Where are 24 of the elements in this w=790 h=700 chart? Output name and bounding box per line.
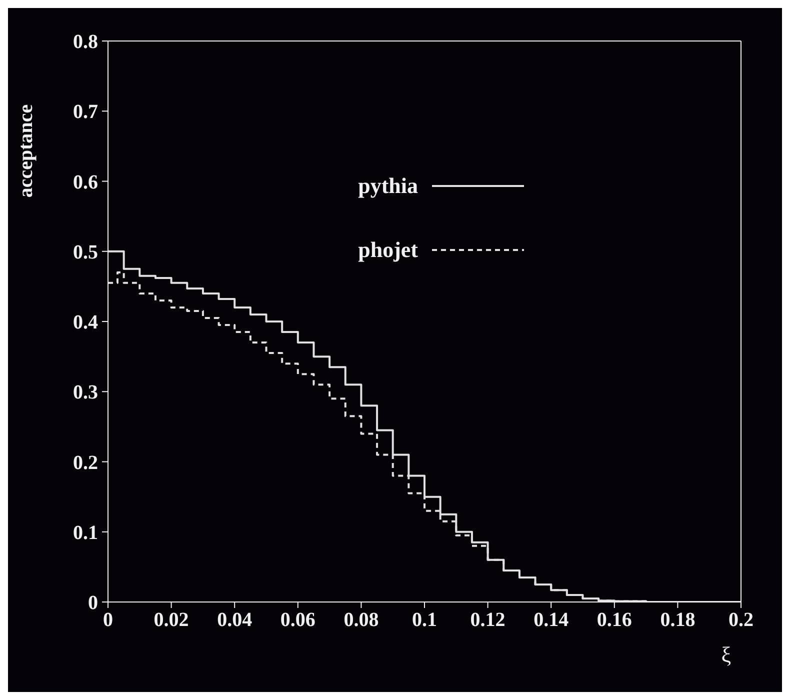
x-tick-label: 0.02 xyxy=(154,609,189,632)
x-axis-title: ξ xyxy=(721,642,732,667)
y-axis-title: acceptance xyxy=(15,104,37,198)
y-tick-label: 0.7 xyxy=(73,101,98,124)
x-tick-label: 0 xyxy=(103,609,113,632)
x-tick-label: 0.1 xyxy=(412,609,437,632)
y-tick-label: 0.8 xyxy=(73,31,98,54)
y-tick-label: 0.3 xyxy=(73,382,98,404)
x-tick-label: 0.08 xyxy=(344,609,379,632)
y-tick-label: 0.4 xyxy=(73,312,98,334)
x-tick-label: 0.16 xyxy=(596,609,632,632)
x-tick-label: 0.18 xyxy=(660,609,696,632)
legend-label: pythia xyxy=(357,173,418,199)
x-tick-label: 0.2 xyxy=(728,609,754,632)
legend-label: phojet xyxy=(357,237,418,263)
y-tick-label: 0.6 xyxy=(73,171,98,194)
y-tick-label: 0.2 xyxy=(73,452,98,474)
y-tick-label: 0 xyxy=(88,592,98,614)
y-tick-label: 0.5 xyxy=(73,241,98,264)
x-tick-label: 0.06 xyxy=(280,609,316,632)
x-tick-label: 0.12 xyxy=(470,609,506,632)
y-tick-label: 0.1 xyxy=(73,522,98,544)
x-tick-label: 0.14 xyxy=(534,609,569,632)
x-tick-label: 0.04 xyxy=(217,609,252,632)
